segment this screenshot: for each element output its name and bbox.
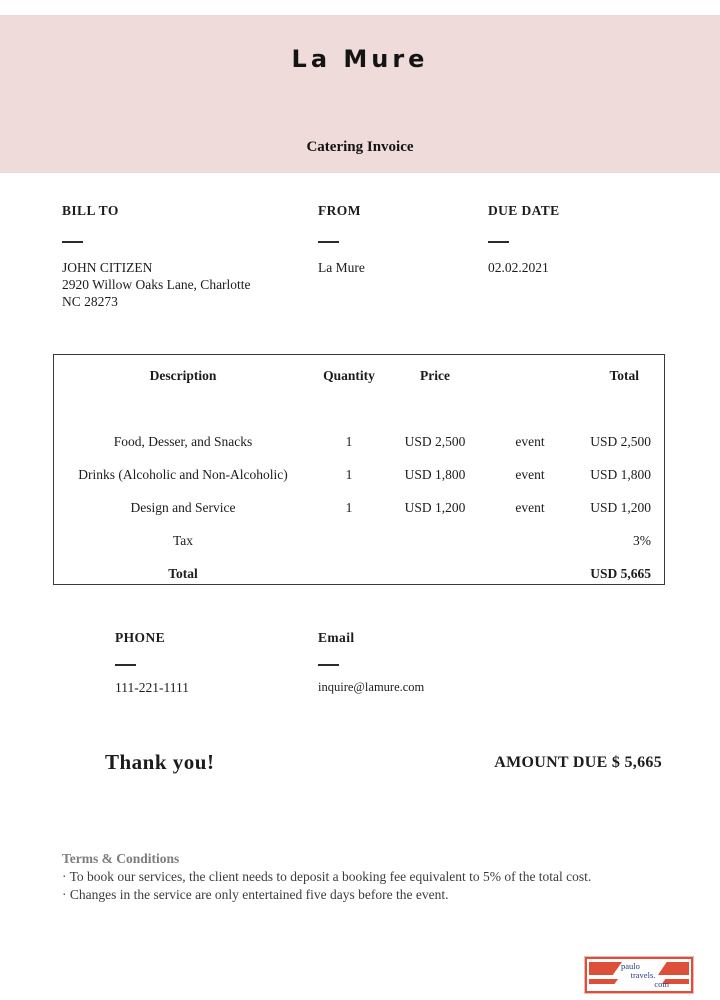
logo-stripe-icon — [658, 962, 689, 975]
logo-stripe-icon — [589, 979, 618, 984]
cell-unit: event — [515, 499, 545, 515]
header-total: Total — [609, 368, 639, 383]
divider-dash — [115, 664, 136, 666]
divider-dash — [318, 241, 339, 243]
bill-to-section: BILL TO JOHN CITIZEN 2920 Willow Oaks La… — [62, 203, 287, 310]
divider-dash — [62, 241, 83, 243]
cell-total: USD 2,500 — [590, 433, 651, 449]
logo-text-line2: travels. — [630, 970, 656, 980]
table-row-tax: Tax 3% — [54, 524, 664, 557]
table-row: Drinks (Alcoholic and Non-Alcoholic) 1 U… — [54, 458, 664, 491]
logo-text: paulo travels. com — [617, 962, 669, 989]
table-header-row: Description Quantity Price Total — [54, 363, 664, 389]
logo-stripe-icon — [662, 979, 689, 984]
bill-to-value: JOHN CITIZEN 2920 Willow Oaks Lane, Char… — [62, 259, 287, 310]
cell-description: Total — [168, 565, 198, 581]
terms-heading: Terms & Conditions — [62, 851, 180, 866]
cell-quantity: 1 — [345, 433, 353, 449]
cell-quantity: 1 — [345, 466, 353, 482]
cell-price: USD 1,200 — [404, 499, 466, 515]
divider-dash — [488, 241, 509, 243]
cell-total: USD 1,200 — [590, 499, 651, 515]
table-row: Food, Desser, and Snacks 1 USD 2,500 eve… — [54, 425, 664, 458]
from-value: La Mure — [318, 260, 365, 275]
cell-unit: event — [515, 466, 545, 482]
cell-total: USD 1,800 — [590, 466, 651, 482]
terms-item: · To book our services, the client needs… — [62, 869, 592, 884]
header-price: Price — [420, 368, 450, 383]
header-quantity: Quantity — [323, 368, 375, 383]
email-label: Email — [318, 630, 355, 645]
table-row-total: Total USD 5,665 — [54, 557, 664, 590]
page-title: La Mure — [291, 45, 429, 73]
logo-text-line3: com — [654, 979, 669, 989]
terms-item: · Changes in the service are only entert… — [62, 887, 449, 902]
items-table: Description Quantity Price Total Food, D… — [53, 354, 665, 585]
document-subtitle: Catering Invoice — [306, 139, 414, 155]
thank-you-text: Thank you! — [105, 750, 215, 774]
cell-total: 3% — [633, 532, 651, 548]
terms-section: Terms & Conditions · To book our service… — [62, 851, 662, 903]
email-value: inquire@lamure.com — [318, 680, 425, 694]
cell-unit: event — [515, 433, 545, 449]
cell-quantity: 1 — [345, 499, 353, 515]
cell-price: USD 2,500 — [404, 433, 466, 449]
amount-due-text: AMOUNT DUE $ 5,665 — [494, 754, 662, 771]
cell-description: Tax — [172, 532, 194, 548]
divider-dash — [318, 664, 339, 666]
from-label: FROM — [318, 203, 361, 218]
email-section: Email inquire@lamure.com — [318, 630, 538, 695]
cell-description: Drinks (Alcoholic and Non-Alcoholic) — [78, 466, 288, 482]
logo-text-line1: paulo — [621, 961, 640, 971]
cell-total: USD 5,665 — [590, 565, 651, 581]
table-row: Design and Service 1 USD 1,200 event USD… — [54, 491, 664, 524]
bill-to-address-line1: 2920 Willow Oaks Lane, Charlotte — [62, 277, 251, 292]
bill-to-label: BILL TO — [62, 203, 119, 218]
table-spacer — [54, 389, 664, 425]
due-date-value: 02.02.2021 — [488, 260, 549, 275]
from-section: FROM La Mure — [318, 203, 468, 276]
paulo-travels-logo: paulo travels. com — [585, 957, 693, 993]
logo-stripe-icon — [589, 962, 622, 975]
due-date-section: DUE DATE 02.02.2021 — [488, 203, 648, 276]
cell-description: Design and Service — [130, 499, 236, 515]
header-description: Description — [149, 368, 217, 383]
header-band: La Mure Catering Invoice — [0, 15, 720, 173]
phone-section: PHONE 111-221-1111 — [115, 630, 295, 696]
bill-to-address-line2: NC 28273 — [62, 294, 118, 309]
due-date-label: DUE DATE — [488, 203, 560, 218]
phone-label: PHONE — [115, 630, 166, 645]
phone-value: 111-221-1111 — [115, 680, 189, 695]
cell-description: Food, Desser, and Snacks — [113, 433, 253, 449]
cell-price: USD 1,800 — [404, 466, 466, 482]
bill-to-name: JOHN CITIZEN — [62, 260, 153, 275]
